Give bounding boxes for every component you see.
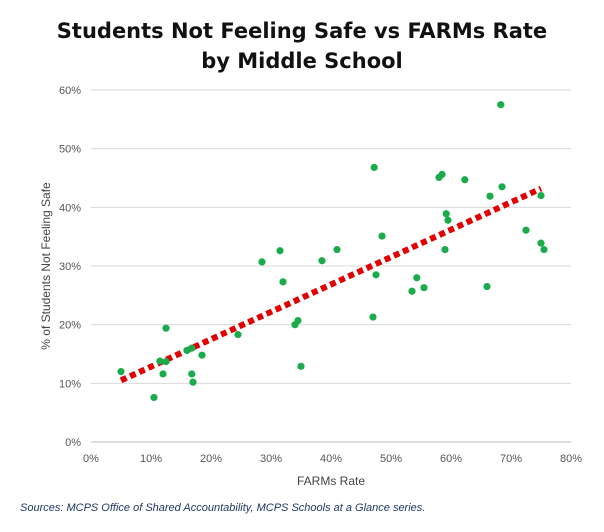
x-tick-label: 40% xyxy=(320,453,342,465)
data-point xyxy=(150,393,158,402)
data-point xyxy=(444,216,452,224)
data-point xyxy=(333,245,341,254)
x-tick-label: 80% xyxy=(560,453,582,465)
data-point xyxy=(162,358,170,366)
x-axis-label: FARMs Rate xyxy=(297,474,365,488)
data-point xyxy=(486,192,494,200)
data-point xyxy=(537,192,545,200)
data-point xyxy=(461,176,469,184)
y-tick-label: 60% xyxy=(59,85,81,97)
data-point xyxy=(297,362,305,370)
y-tick-label: 30% xyxy=(59,261,81,273)
y-tick-label: 0% xyxy=(65,437,81,449)
chart-title-line-2: by Middle School xyxy=(201,49,403,73)
data-point xyxy=(276,247,284,255)
x-tick-label: 20% xyxy=(200,453,222,465)
data-point xyxy=(420,284,428,292)
data-point xyxy=(497,101,505,109)
x-tick-label: 70% xyxy=(500,453,522,465)
data-point xyxy=(378,232,386,240)
data-point xyxy=(162,324,170,332)
x-tick-label: 10% xyxy=(140,453,162,465)
data-point xyxy=(483,282,491,291)
data-point xyxy=(372,271,380,279)
data-point xyxy=(537,239,545,247)
chart-title: Students Not Feeling Safe vs FARMs Rate … xyxy=(0,16,604,76)
data-point xyxy=(441,245,449,254)
data-point xyxy=(258,258,266,266)
data-point xyxy=(117,368,125,376)
data-point xyxy=(413,274,421,282)
data-point xyxy=(540,245,548,254)
data-point xyxy=(408,287,416,295)
data-point xyxy=(188,344,196,352)
scatter-chart: 0% 10% 20% 30% 40% 50% 60% 0% 10% 20% 30% 40% 50% 60%… xyxy=(39,85,582,488)
y-tick-label: 20% xyxy=(59,320,81,332)
y-tick-label: 10% xyxy=(59,378,81,390)
chart-title-line-1: Students Not Feeling Safe vs FARMs Rate xyxy=(56,19,548,43)
data-point xyxy=(294,316,302,325)
trendline xyxy=(119,185,543,384)
data-point xyxy=(318,257,326,265)
y-tick-label: 40% xyxy=(59,202,81,214)
data-point xyxy=(198,351,206,359)
data-point xyxy=(234,331,242,339)
x-tick-label: 60% xyxy=(440,453,462,465)
data-point xyxy=(279,278,287,286)
data-point xyxy=(442,210,450,218)
x-tick-label: 50% xyxy=(380,453,402,465)
data-point xyxy=(370,163,378,172)
data-point xyxy=(159,370,167,378)
data-point xyxy=(498,183,506,191)
x-tick-label: 30% xyxy=(260,453,282,465)
y-axis-label: % of Students Not Feeling Safe xyxy=(39,182,53,350)
data-point xyxy=(522,226,530,234)
data-point xyxy=(369,313,377,321)
data-point xyxy=(188,370,196,378)
x-tick-label: 0% xyxy=(83,453,99,465)
data-point xyxy=(189,378,197,386)
y-tick-label: 50% xyxy=(59,144,81,156)
data-point xyxy=(438,170,446,179)
source-note: Sources: MCPS Office of Shared Accountab… xyxy=(20,502,426,514)
data-point xyxy=(156,357,164,365)
